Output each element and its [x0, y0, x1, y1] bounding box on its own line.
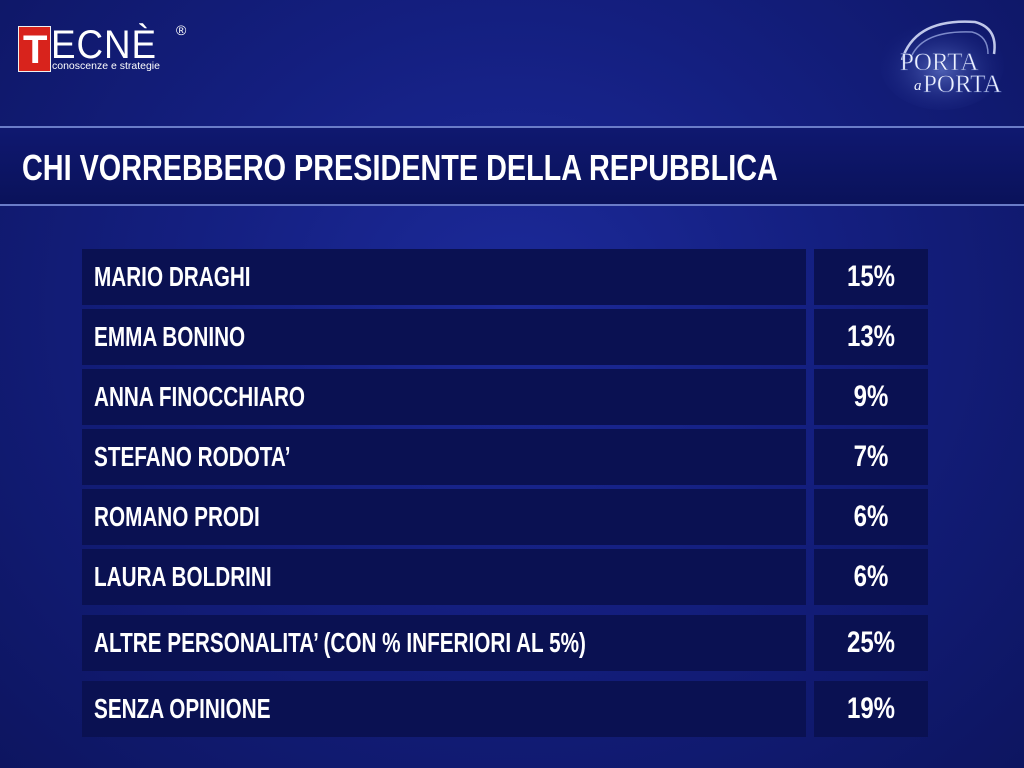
row-value: 9%: [853, 380, 889, 413]
title-band-top-divider: [0, 126, 1024, 128]
row-value-cell: 6%: [814, 549, 928, 605]
tecne-logo-red-box: T: [18, 26, 51, 72]
row-value-cell: 9%: [814, 369, 928, 425]
row-value: 25%: [846, 626, 896, 659]
tecne-logo-name: ECNÈ: [51, 23, 157, 67]
row-label-cell: STEFANO RODOTA’: [82, 429, 806, 485]
row-value: 6%: [853, 500, 889, 533]
row-value: 19%: [846, 692, 896, 725]
row-value: 13%: [846, 320, 896, 353]
porta-a-porta-logo: PORTA a PORTA: [880, 20, 1004, 110]
row-label-cell: EMMA BONINO: [82, 309, 806, 365]
porta-logo-line2: PORTA: [923, 71, 1001, 98]
porta-logo-small: a: [914, 78, 922, 94]
row-value-cell: 25%: [814, 615, 928, 671]
tecne-logo-registered: ®: [176, 22, 187, 38]
row-label-cell: ALTRE PERSONALITA’ (CON % INFERIORI AL 5…: [82, 615, 806, 671]
row-label: MARIO DRAGHI: [94, 261, 251, 292]
title-band-bottom-divider: [0, 204, 1024, 206]
row-label-cell: SENZA OPINIONE: [82, 681, 806, 737]
row-value-cell: 6%: [814, 489, 928, 545]
tecne-logo-tagline: conoscenze e strategie: [52, 60, 160, 72]
row-value: 15%: [846, 260, 896, 293]
row-label: ALTRE PERSONALITA’ (CON % INFERIORI AL 5…: [94, 627, 586, 658]
row-label: EMMA BONINO: [94, 321, 246, 352]
title-band: [0, 128, 1024, 204]
porta-logo-arch-inner: [909, 31, 989, 61]
porta-logo-arch: [900, 20, 996, 61]
row-label: STEFANO RODOTA’: [94, 441, 291, 472]
row-value-cell: 13%: [814, 309, 928, 365]
row-label: LAURA BOLDRINI: [94, 561, 272, 592]
row-value-cell: 19%: [814, 681, 928, 737]
row-label-cell: MARIO DRAGHI: [82, 249, 806, 305]
row-label-cell: ROMANO PRODI: [82, 489, 806, 545]
row-value-cell: 15%: [814, 249, 928, 305]
porta-logo-line1: PORTA: [900, 49, 978, 76]
row-label: ROMANO PRODI: [94, 501, 260, 532]
row-value: 7%: [853, 440, 889, 473]
chart-title: CHI VORREBBERO PRESIDENTE DELLA REPUBBLI…: [22, 147, 778, 188]
row-label: SENZA OPINIONE: [94, 693, 271, 724]
row-label-cell: ANNA FINOCCHIARO: [82, 369, 806, 425]
tecne-logo: T ECNÈ ® conoscenze e strategie: [18, 20, 198, 76]
row-label-cell: LAURA BOLDRINI: [82, 549, 806, 605]
row-value-cell: 7%: [814, 429, 928, 485]
row-value: 6%: [853, 560, 889, 593]
tecne-logo-letter: T: [23, 28, 48, 72]
row-label: ANNA FINOCCHIARO: [94, 381, 306, 412]
